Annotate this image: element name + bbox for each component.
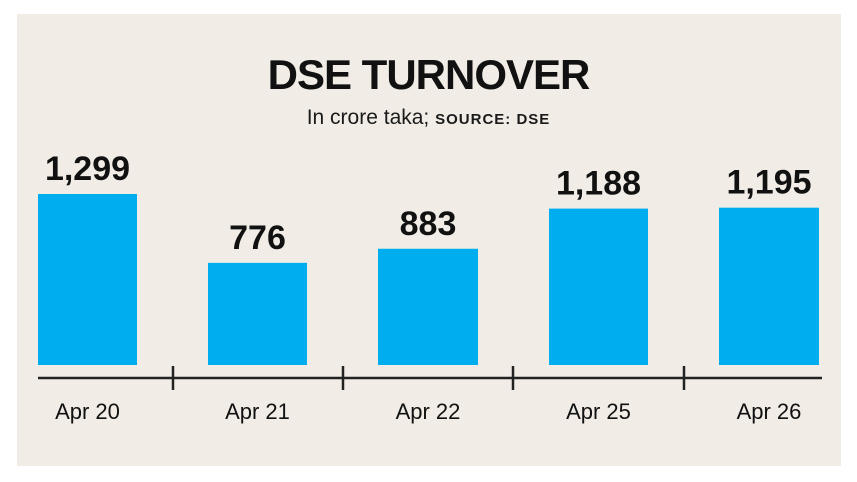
bar-apr-21: [208, 262, 307, 365]
bar-apr-22: [378, 248, 478, 365]
x-tick-label: Apr 26: [737, 399, 802, 424]
x-tick-label: Apr 21: [225, 399, 290, 424]
chart-title: DSE TURNOVER: [267, 51, 591, 98]
bar-value-label: 883: [400, 205, 457, 243]
unit-label: In crore taka;: [306, 106, 430, 129]
bar-value-label: 1,188: [556, 165, 641, 203]
chart-subtitle: In crore taka; SOURCE: DSE: [0, 106, 857, 130]
bar-value-label: 1,299: [45, 150, 130, 188]
bar-apr-20: [38, 194, 137, 365]
source-label: SOURCE: DSE: [435, 111, 551, 128]
bar-value-label: 1,195: [726, 164, 811, 202]
bar-apr-25: [549, 208, 648, 365]
x-tick-label: Apr 20: [55, 399, 120, 424]
x-tick-label: Apr 22: [396, 399, 461, 424]
bar-apr-26: [719, 207, 819, 365]
bar-value-label: 776: [229, 219, 286, 257]
x-tick-label: Apr 25: [566, 399, 631, 424]
chart-panel: [17, 14, 841, 466]
